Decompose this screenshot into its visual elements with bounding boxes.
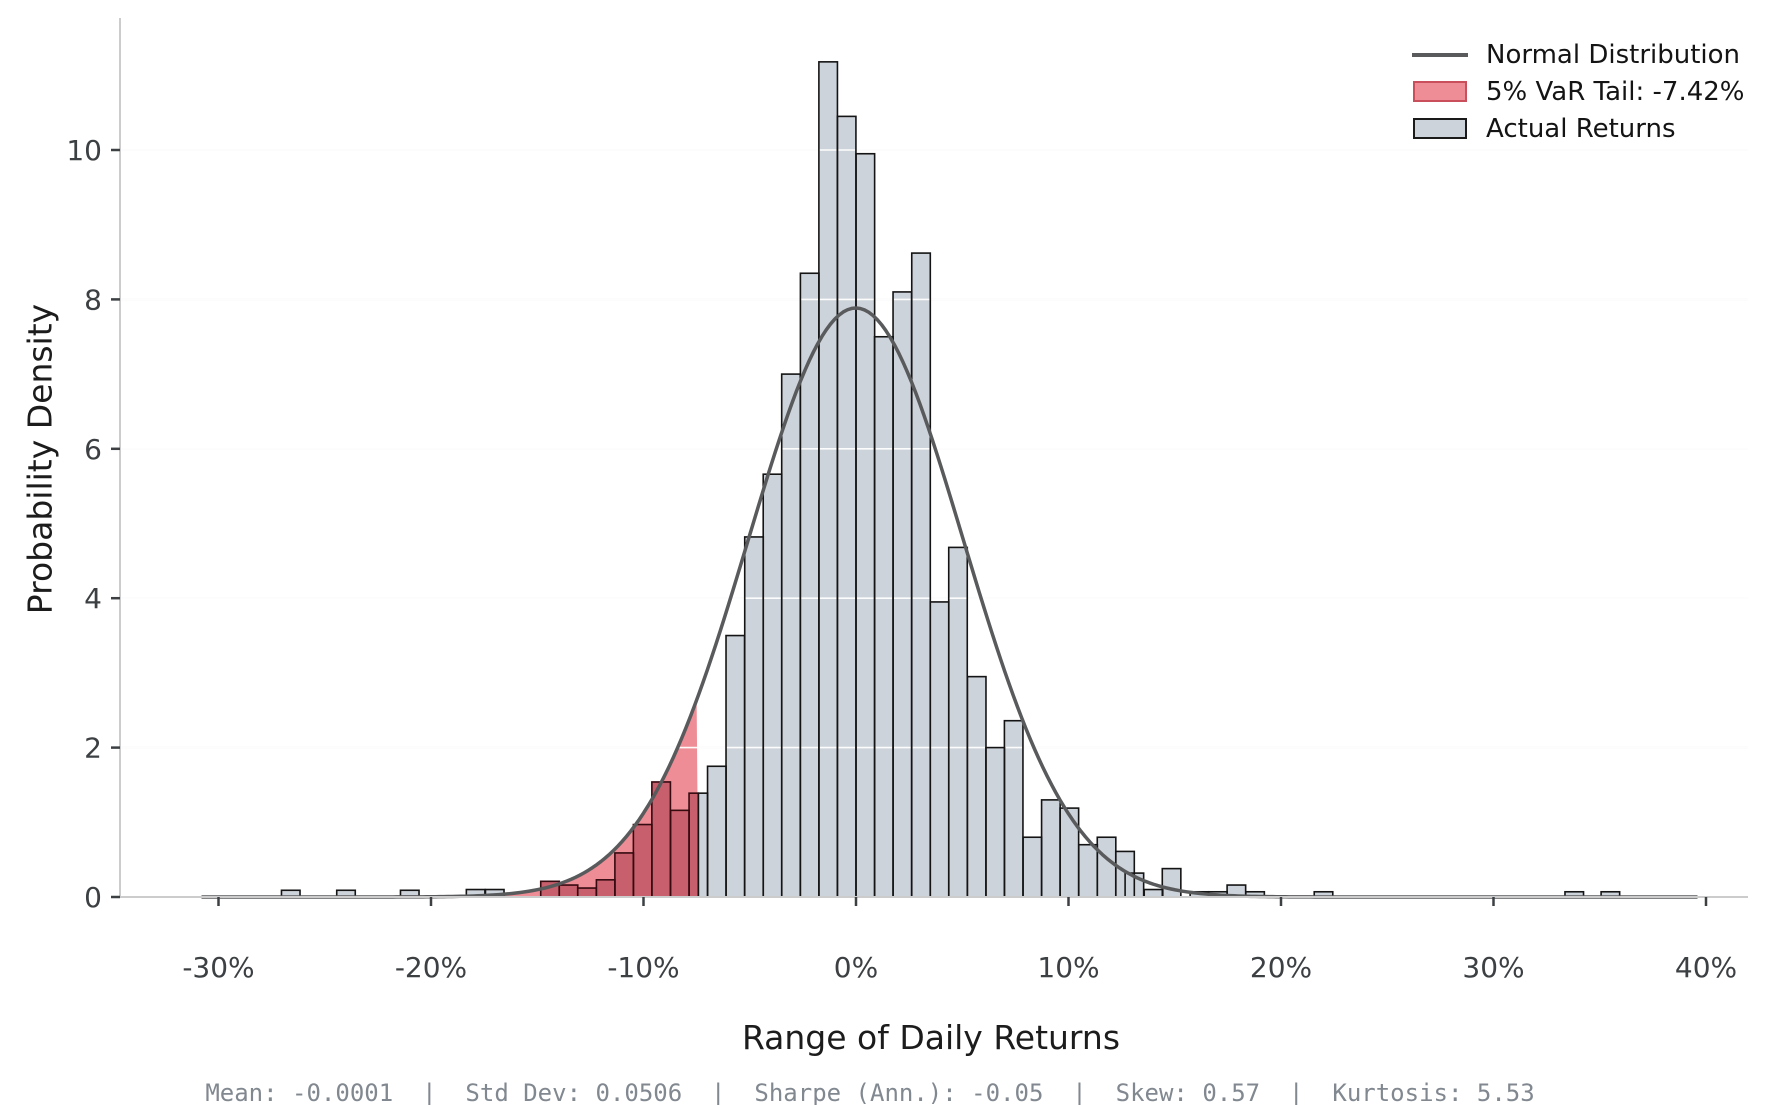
legend-label: Actual Returns [1486,113,1676,144]
normal-distribution-line-swatch [1412,52,1468,57]
legend: Normal Distribution 5% VaR Tail: -7.42% … [1412,36,1745,147]
y-tick-label: 0 [84,881,102,914]
y-tick-label: 8 [84,283,102,316]
legend-label: 5% VaR Tail: -7.42% [1486,76,1745,107]
x-tick-label: -10% [607,951,679,984]
y-tick-label: 2 [84,732,102,765]
y-axis-title: Probability Density [20,303,60,615]
legend-item-actual-returns: Actual Returns [1412,110,1745,147]
x-tick-label: 30% [1462,951,1524,984]
y-tick-label: 6 [84,433,102,466]
y-tick-label: 4 [84,582,102,615]
legend-item-normal-distribution: Normal Distribution [1412,36,1745,73]
x-axis-title: Range of Daily Returns [741,1018,1121,1057]
x-tick-label: -20% [395,951,467,984]
histogram-bars [281,61,1620,898]
legend-label: Normal Distribution [1486,39,1741,70]
actual-returns-patch-swatch [1412,118,1468,139]
x-tick-label: 0% [834,951,878,984]
x-tick-label: 20% [1250,951,1312,984]
var-tail-patch-swatch [1412,81,1468,102]
stats-line: Mean: -0.0001 | Std Dev: 0.0506 | Sharpe… [205,1079,1535,1105]
x-tick-label: -30% [182,951,254,984]
y-tick-label: 10 [66,134,102,167]
x-tick-label: 40% [1675,951,1737,984]
y-axis-ticks: 0 2 4 6 8 10 [66,134,120,914]
x-tick-label: 10% [1037,951,1099,984]
x-axis-ticks: -30% -20% -10% 0% 10% 20% 30% 40% [182,897,1737,984]
legend-item-var-tail: 5% VaR Tail: -7.42% [1412,73,1745,110]
